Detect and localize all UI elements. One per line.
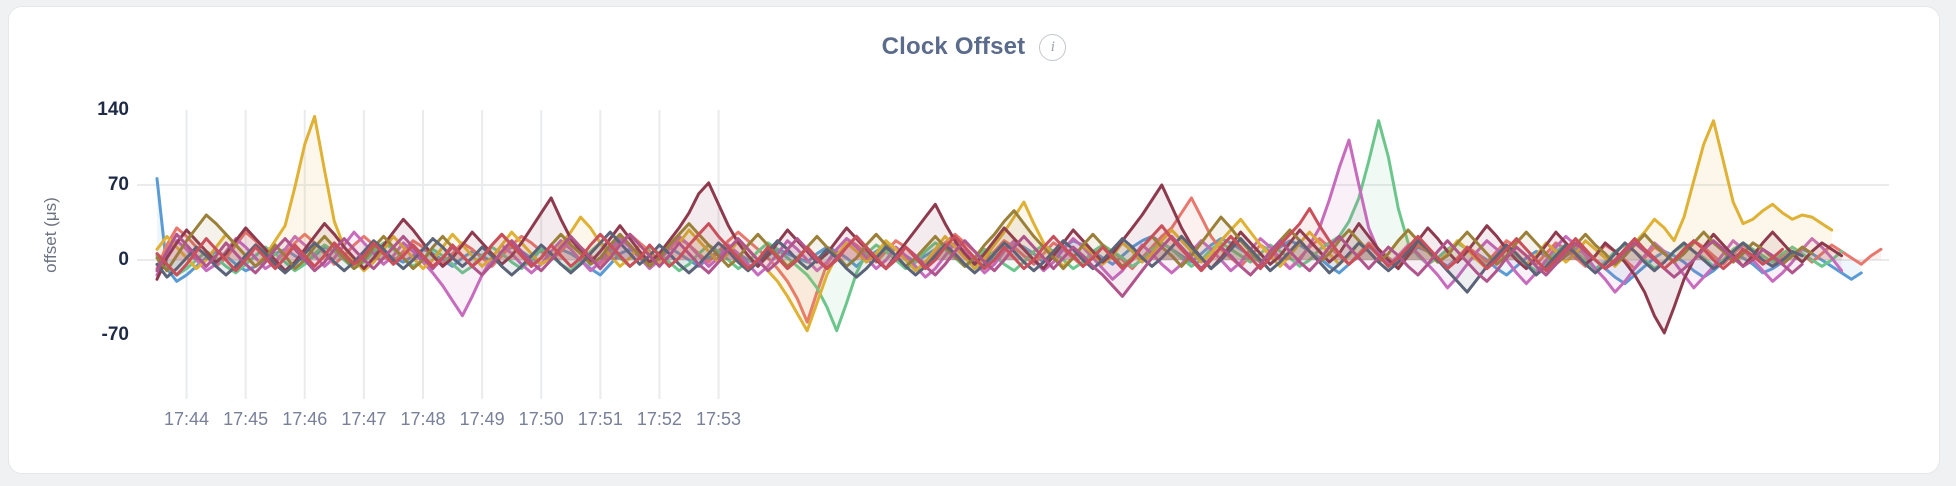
page-title: Clock Offset	[881, 33, 1026, 60]
series-group	[155, 114, 1883, 335]
x-tick-label: 17:44	[164, 409, 210, 429]
y-tick-label: -70	[101, 324, 129, 345]
x-tick-label: 17:45	[223, 409, 269, 429]
x-tick-label: 17:48	[400, 409, 446, 429]
y-tick: 0	[69, 249, 129, 282]
x-tick-label: 17:50	[518, 409, 564, 429]
series-line[interactable]	[155, 209, 1814, 273]
series-line[interactable]	[155, 230, 1804, 294]
x-tick-label: 17:53	[696, 409, 742, 429]
x-tick-label: 17:52	[636, 409, 682, 429]
y-tick: 140	[69, 99, 129, 132]
y-tick-label: 0	[118, 249, 129, 270]
card-header: Clock Offset i	[9, 33, 1939, 61]
series-line[interactable]	[155, 114, 1834, 333]
series-line[interactable]	[155, 138, 1844, 318]
x-tick-label: 17:49	[459, 409, 505, 429]
info-icon[interactable]: i	[1039, 33, 1067, 61]
series-area	[157, 182, 1842, 333]
clock-offset-card: Clock Offset i offset (μs) 140 70 0 -70 17:…	[8, 6, 1940, 474]
line-chart-svg[interactable]	[9, 7, 1941, 475]
y-tick-label: 140	[97, 99, 129, 120]
x-tick-label: 17:46	[282, 409, 328, 429]
y-tick-label: 70	[107, 174, 129, 195]
y-tick: 70	[69, 174, 129, 207]
series-line[interactable]	[155, 207, 1784, 277]
series-area	[157, 197, 1881, 323]
x-tick-label: 17:51	[577, 409, 623, 429]
chart-container: offset (μs) 140 70 0 -70 17:44 17:45 17:46 17:…	[9, 7, 1941, 475]
x-tick-label: 17:47	[341, 409, 387, 429]
y-tick: -70	[69, 324, 129, 357]
